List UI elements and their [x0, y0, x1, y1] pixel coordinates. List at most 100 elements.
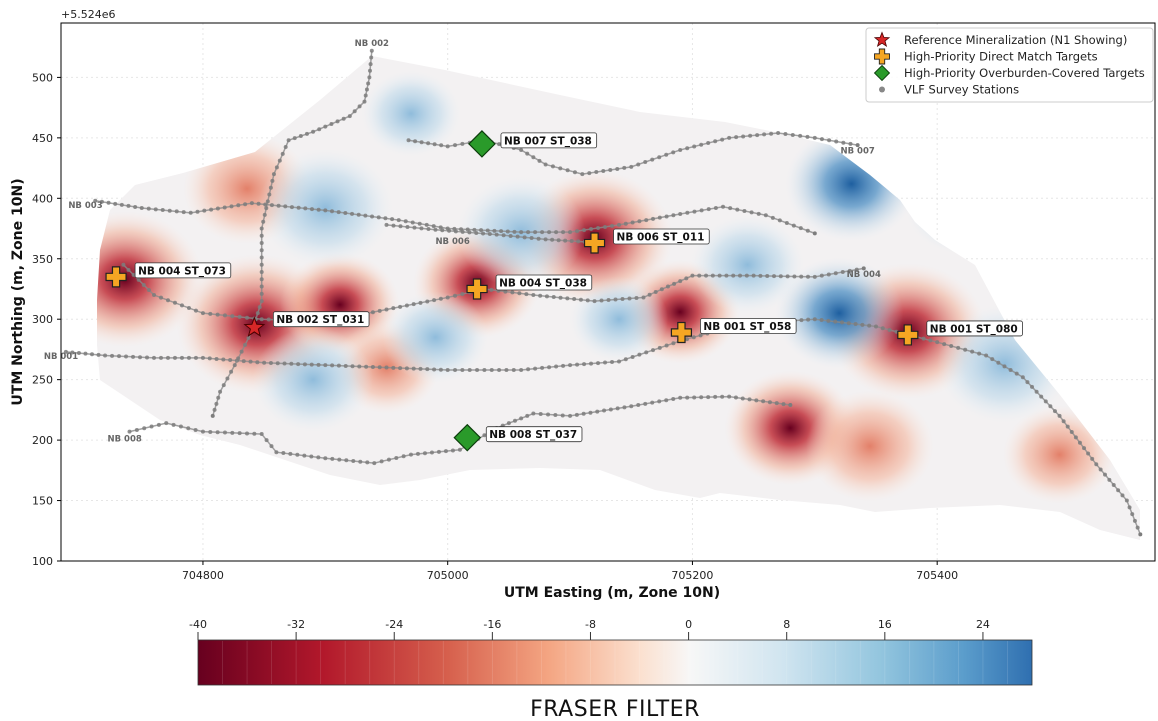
- survey-station: [103, 353, 108, 358]
- survey-station: [1094, 462, 1099, 467]
- survey-station: [167, 208, 172, 213]
- survey-station: [259, 277, 264, 282]
- survey-station: [531, 293, 536, 298]
- target-label-group: NB 006 ST_011: [613, 228, 710, 245]
- survey-station: [1057, 413, 1062, 418]
- survey-station: [259, 284, 264, 289]
- survey-station: [499, 229, 504, 234]
- survey-station: [692, 395, 697, 400]
- survey-station: [329, 209, 334, 214]
- survey-station: [720, 394, 725, 399]
- survey-station: [377, 365, 382, 370]
- survey-station: [391, 365, 396, 370]
- colorbar-tick-label: -16: [483, 618, 501, 631]
- survey-station: [336, 363, 341, 368]
- survey-station: [698, 333, 703, 338]
- survey-station: [152, 355, 157, 360]
- survey-station: [156, 422, 161, 427]
- survey-station: [540, 230, 545, 235]
- survey-station: [519, 367, 524, 372]
- targets: NB 007 ST_038 NB 008 ST_037 NB 004 ST_073 N…: [105, 130, 1023, 452]
- survey-station: [685, 210, 690, 215]
- survey-station: [798, 226, 803, 231]
- survey-station: [475, 367, 480, 372]
- survey-station: [264, 438, 269, 443]
- survey-station: [1130, 512, 1135, 517]
- survey-station: [370, 365, 375, 370]
- survey-station: [659, 287, 664, 292]
- survey-station: [445, 295, 450, 300]
- survey-station: [558, 166, 563, 171]
- survey-station: [608, 407, 613, 412]
- direct-target-marker: [105, 266, 127, 288]
- survey-station: [536, 236, 541, 241]
- colorbar-tick-label: 16: [878, 618, 892, 631]
- survey-station: [350, 364, 355, 369]
- survey-station: [603, 224, 608, 229]
- survey-station: [362, 99, 367, 104]
- survey-station: [699, 208, 704, 213]
- survey-station: [672, 281, 677, 286]
- survey-station: [186, 426, 191, 431]
- survey-station: [1069, 430, 1074, 435]
- survey-station: [138, 355, 143, 360]
- survey-station: [650, 157, 655, 162]
- positive-anomaly: [252, 327, 374, 433]
- survey-station: [221, 357, 226, 362]
- survey-station: [657, 155, 662, 160]
- survey-station: [505, 229, 510, 234]
- survey-station: [474, 230, 479, 235]
- survey-station: [481, 231, 486, 236]
- survey-station: [581, 411, 586, 416]
- survey-station: [145, 355, 150, 360]
- survey-station: [692, 209, 697, 214]
- survey-station: [316, 362, 321, 367]
- survey-station: [436, 449, 441, 454]
- target-label-group: NB 004 ST_073: [134, 262, 232, 279]
- survey-station: [497, 367, 502, 372]
- survey-station: [195, 209, 200, 214]
- colorbar-tick-label: -32: [287, 618, 305, 631]
- survey-station: [1124, 498, 1129, 503]
- survey-station: [259, 255, 264, 260]
- survey-station: [178, 424, 183, 429]
- survey-station: [264, 206, 269, 211]
- target-label-box: [500, 132, 598, 149]
- survey-station: [755, 133, 760, 138]
- survey-line-label: NB 006: [435, 237, 469, 247]
- colorbar-label: FRASER FILTER: [530, 697, 700, 721]
- survey-station: [617, 359, 622, 364]
- legend-entry-label: VLF Survey Stations: [904, 83, 1019, 97]
- survey-station: [563, 238, 568, 243]
- survey-station: [489, 367, 494, 372]
- survey-station: [826, 272, 831, 277]
- survey-station: [1039, 394, 1044, 399]
- survey-station: [805, 134, 810, 139]
- survey-station: [596, 226, 601, 231]
- survey-station: [756, 211, 761, 216]
- survey-station: [827, 138, 832, 143]
- negative-anomaly: [805, 390, 934, 502]
- survey-station: [379, 459, 384, 464]
- survey-station: [358, 459, 363, 464]
- survey-station: [685, 146, 690, 151]
- survey-station: [690, 273, 695, 278]
- survey-station: [202, 208, 207, 213]
- survey-station: [861, 266, 866, 271]
- survey-station: [733, 395, 738, 400]
- colorbar-tick-label: 24: [976, 618, 990, 631]
- survey-station: [540, 365, 545, 370]
- survey-station: [368, 62, 373, 67]
- survey-station: [282, 361, 287, 366]
- survey-station: [453, 229, 458, 234]
- survey-station: [1107, 477, 1112, 482]
- survey-station: [343, 211, 348, 216]
- survey-station: [602, 408, 607, 413]
- survey-station: [512, 229, 517, 234]
- survey-station: [847, 268, 852, 273]
- survey-station: [460, 292, 465, 297]
- survey-station: [149, 424, 154, 429]
- survey-line-label: NB 004: [847, 270, 881, 280]
- survey-station: [323, 363, 328, 368]
- survey-station: [383, 216, 388, 221]
